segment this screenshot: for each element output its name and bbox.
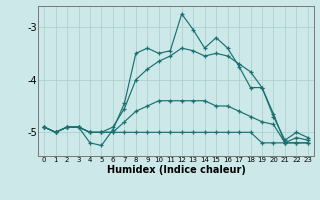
X-axis label: Humidex (Indice chaleur): Humidex (Indice chaleur) — [107, 165, 245, 175]
